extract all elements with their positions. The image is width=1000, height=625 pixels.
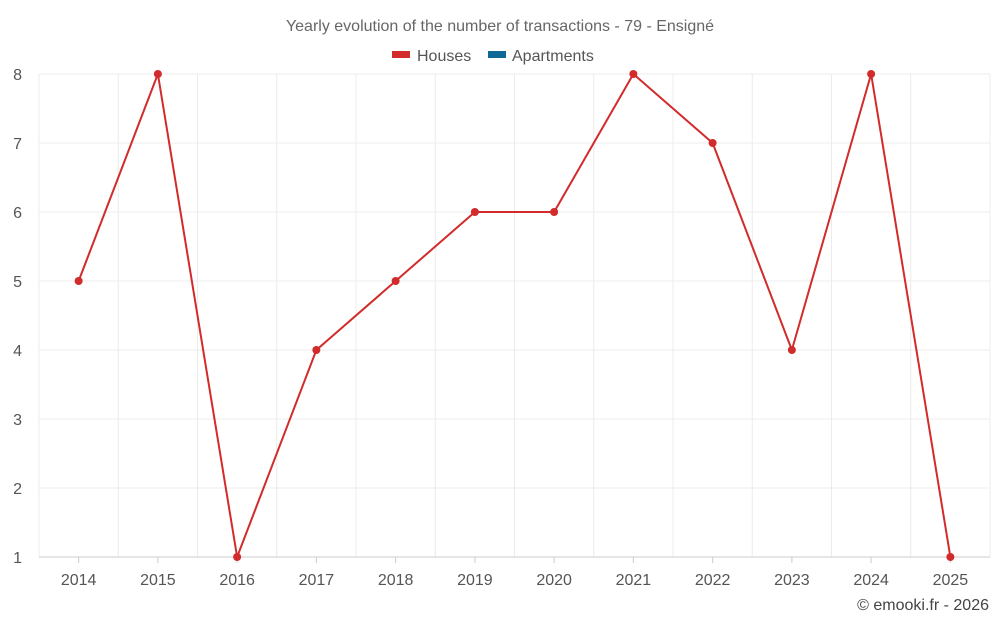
legend-item-apartments[interactable]: Apartments <box>488 48 594 65</box>
y-tick-label: 1 <box>13 550 22 567</box>
data-point[interactable] <box>470 208 479 216</box>
data-point[interactable] <box>312 346 321 354</box>
data-point[interactable] <box>629 70 638 78</box>
x-tick-label: 2019 <box>457 572 493 589</box>
x-tick-label: 2025 <box>933 572 969 589</box>
data-point[interactable] <box>153 70 162 78</box>
x-tick-label: 2024 <box>853 572 889 589</box>
data-point[interactable] <box>74 277 83 285</box>
series-houses <box>74 70 955 561</box>
legend-item-houses[interactable]: Houses <box>392 48 471 65</box>
data-point[interactable] <box>867 70 876 78</box>
y-tick-label: 8 <box>13 67 22 84</box>
y-tick-label: 3 <box>13 412 22 429</box>
x-tick-label: 2023 <box>774 572 810 589</box>
legend: Houses Apartments <box>392 48 594 65</box>
legend-label-houses: Houses <box>417 48 471 65</box>
y-tick-label: 5 <box>13 274 22 291</box>
axes: 1 2 3 4 5 6 7 8 2014 2015 2016 2017 2018 2019 2020 2021… <box>13 67 990 589</box>
y-tick-label: 2 <box>13 481 22 498</box>
x-tick-label: 2015 <box>140 572 176 589</box>
grid <box>38 73 991 558</box>
x-tick-label: 2021 <box>616 572 652 589</box>
x-tick-label: 2022 <box>695 572 731 589</box>
x-tick-label: 2018 <box>378 572 414 589</box>
y-tick-label: 4 <box>13 343 22 360</box>
credit-text: © emooki.fr - 2026 <box>857 597 989 614</box>
data-point[interactable] <box>391 277 400 285</box>
chart-title: Yearly evolution of the number of transa… <box>286 18 714 35</box>
legend-swatch-houses <box>392 51 410 58</box>
y-tick-label: 6 <box>13 205 22 222</box>
data-point[interactable] <box>550 208 559 216</box>
legend-label-apartments: Apartments <box>512 48 594 65</box>
legend-swatch-apartments <box>488 51 506 58</box>
x-tick-label: 2014 <box>61 572 97 589</box>
x-tick-label: 2020 <box>536 572 572 589</box>
x-tick-label: 2017 <box>299 572 335 589</box>
x-tick-label: 2016 <box>219 572 255 589</box>
data-point[interactable] <box>787 346 796 354</box>
series-line <box>77 73 952 558</box>
data-point[interactable] <box>946 553 955 561</box>
data-point[interactable] <box>708 139 717 147</box>
data-point[interactable] <box>233 553 242 561</box>
y-tick-label: 7 <box>13 136 22 153</box>
